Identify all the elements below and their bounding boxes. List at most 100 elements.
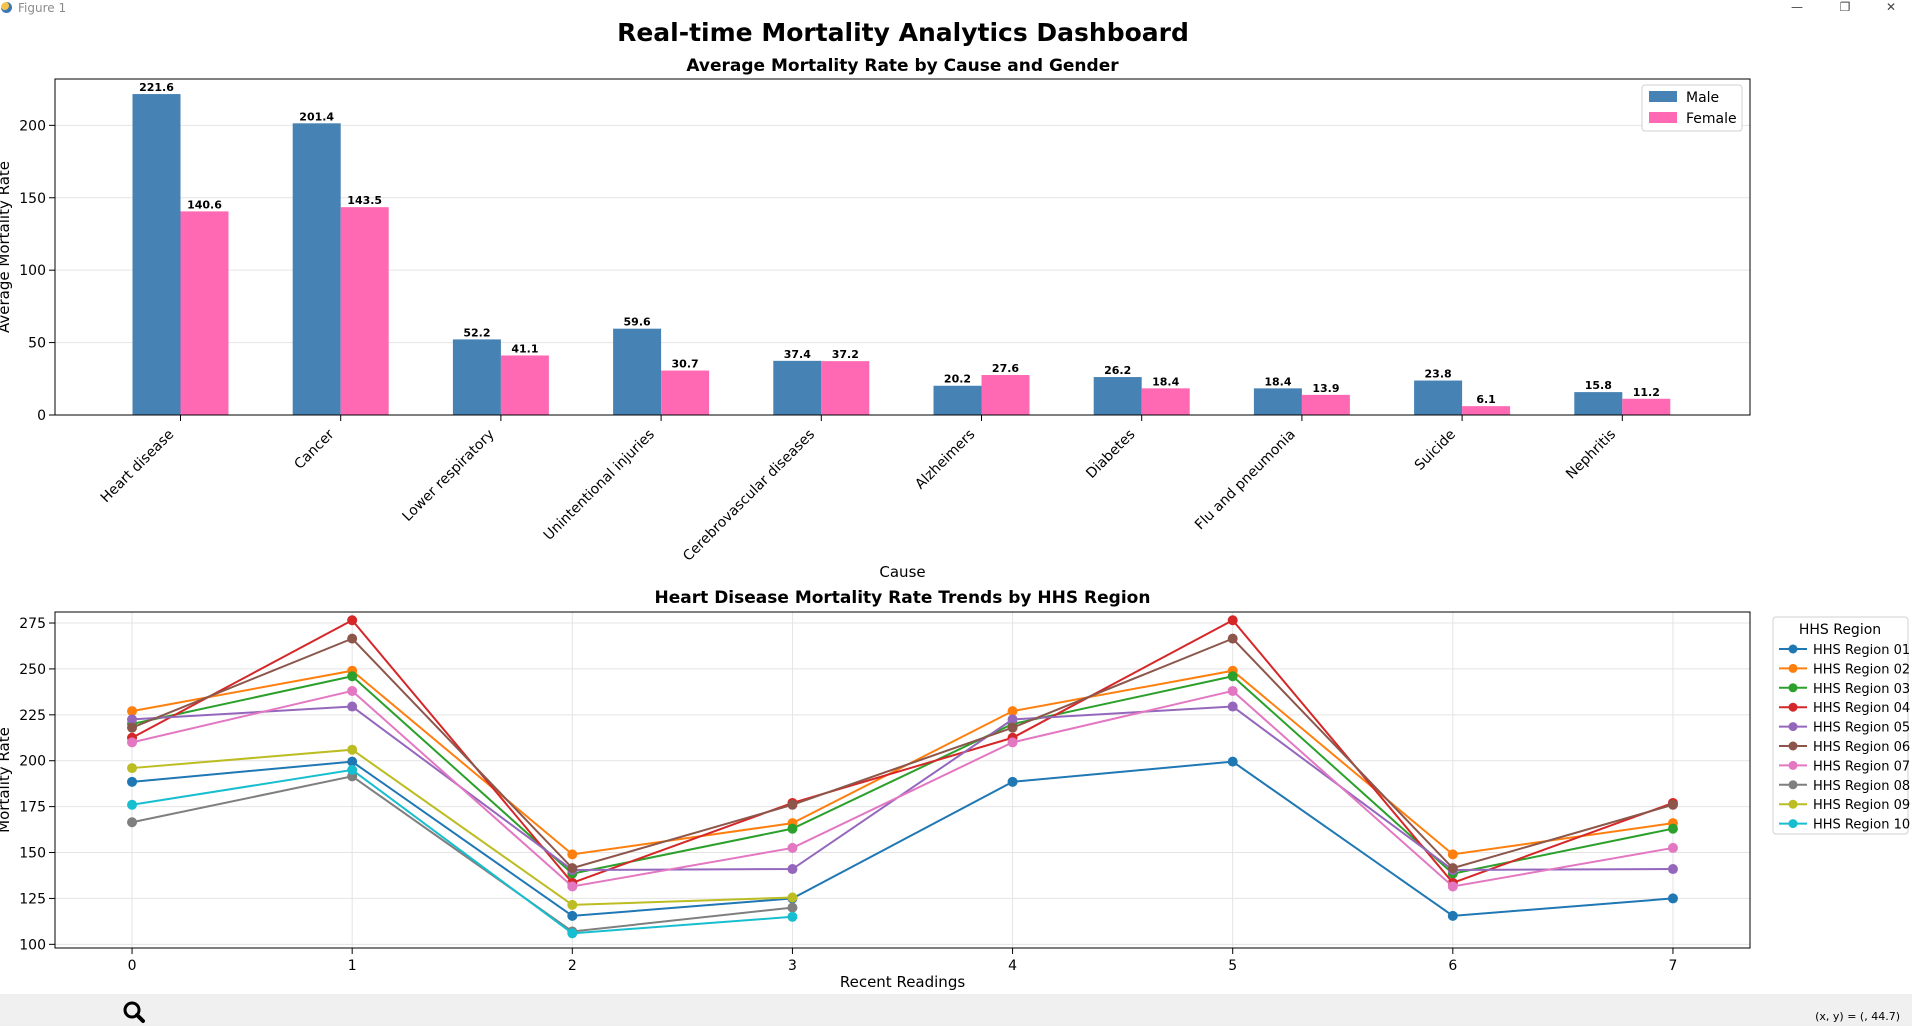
line-yaxis-label: Mortality Rate bbox=[0, 727, 13, 833]
series-point bbox=[127, 714, 138, 725]
bar-ytick-label: 150 bbox=[19, 191, 46, 207]
bar-xtick-label: Diabetes bbox=[1083, 427, 1138, 482]
series-point bbox=[787, 902, 798, 913]
line-legend-label: HHS Region 07 bbox=[1813, 759, 1910, 774]
window-titlebar: Figure 1 — ❐ ✕ bbox=[0, 0, 1912, 16]
series-point bbox=[567, 928, 578, 939]
line-legend-marker bbox=[1788, 760, 1798, 770]
bar-value-label: 140.6 bbox=[187, 198, 222, 211]
line-legend-label: HHS Region 02 bbox=[1813, 662, 1910, 677]
line-legend-label: HHS Region 05 bbox=[1813, 721, 1910, 736]
bar-xtick-label: Suicide bbox=[1412, 427, 1459, 474]
series-line bbox=[131, 689, 1674, 888]
zoom-button[interactable] bbox=[118, 998, 148, 1024]
bar-xtick-label: Heart disease bbox=[98, 427, 178, 507]
bar-chart-title: Average Mortality Rate by Cause and Gend… bbox=[686, 56, 1119, 76]
minimize-button[interactable]: — bbox=[1791, 0, 1803, 14]
bar-plot-frame bbox=[54, 78, 1751, 416]
window-title: Figure 1 bbox=[18, 1, 67, 15]
bar-value-label: 221.6 bbox=[139, 81, 174, 94]
series-line bbox=[131, 637, 1674, 870]
bar-value-label: 37.2 bbox=[832, 348, 859, 361]
line-series-hhs-region-02 bbox=[127, 665, 1678, 860]
bar-xtick-label: Cerebrovascular diseases bbox=[680, 427, 818, 565]
series-point bbox=[127, 737, 138, 748]
bar-value-label: 201.4 bbox=[299, 110, 334, 123]
series-point bbox=[1227, 756, 1238, 767]
series-point bbox=[787, 842, 798, 853]
bar-xtick-label: Nephritis bbox=[1563, 427, 1619, 483]
bar-value-label: 143.5 bbox=[347, 194, 382, 207]
series-point bbox=[787, 823, 798, 834]
line-xtick-label: 1 bbox=[348, 958, 357, 974]
bar-value-label: 23.8 bbox=[1425, 368, 1452, 381]
bar-value-label: 37.4 bbox=[784, 348, 811, 361]
bar-male-diabetes bbox=[1093, 377, 1142, 415]
series-point bbox=[347, 701, 358, 712]
series-point bbox=[1447, 910, 1458, 921]
line-xtick-label: 3 bbox=[788, 958, 797, 974]
series-point bbox=[1667, 842, 1678, 853]
line-legend-marker bbox=[1788, 644, 1798, 654]
bar-value-label: 18.4 bbox=[1152, 375, 1179, 388]
series-point bbox=[1667, 799, 1678, 810]
series-point bbox=[1007, 737, 1018, 748]
figure-canvas: Average Mortality Rate by Cause and Gend… bbox=[0, 56, 1910, 991]
bar-xtick-label: Flu and pneumonia bbox=[1192, 427, 1299, 534]
line-series-hhs-region-09 bbox=[127, 744, 798, 910]
figure-toolbar bbox=[0, 994, 1912, 1026]
series-point bbox=[1667, 823, 1678, 834]
close-button[interactable]: ✕ bbox=[1885, 0, 1897, 14]
series-line bbox=[131, 775, 793, 933]
series-point bbox=[127, 817, 138, 828]
series-line bbox=[131, 768, 793, 935]
bar-value-label: 26.2 bbox=[1104, 364, 1131, 377]
maximize-button[interactable]: ❐ bbox=[1839, 0, 1851, 14]
line-ytick-label: 250 bbox=[19, 662, 46, 678]
bar-female-lower-respiratory bbox=[500, 355, 549, 415]
line-legend-marker bbox=[1788, 741, 1798, 751]
bar-value-label: 20.2 bbox=[944, 373, 971, 386]
bar-xtick-label: Lower respiratory bbox=[399, 427, 497, 525]
bar-female-flu-and-pneumonia bbox=[1301, 394, 1350, 415]
line-chart-title: Heart Disease Mortality Rate Trends by H… bbox=[655, 588, 1151, 608]
line-xtick-label: 4 bbox=[1008, 958, 1017, 974]
bar-ytick-label: 50 bbox=[28, 336, 46, 352]
series-point bbox=[1667, 864, 1678, 875]
series-point bbox=[1007, 776, 1018, 787]
bar-xtick-label: Unintentional injuries bbox=[541, 427, 658, 544]
line-legend-label: HHS Region 04 bbox=[1813, 701, 1910, 716]
line-legend-marker bbox=[1788, 663, 1798, 673]
series-point bbox=[1007, 714, 1018, 725]
bar-male-alzheimers bbox=[933, 385, 982, 415]
series-point bbox=[347, 685, 358, 696]
bar-male-cancer bbox=[292, 123, 341, 416]
bar-value-label: 59.6 bbox=[624, 316, 651, 329]
series-point bbox=[347, 756, 358, 767]
bar-legend-label: Male bbox=[1686, 90, 1719, 106]
bar-value-label: 11.2 bbox=[1633, 386, 1660, 399]
bar-male-lower-respiratory bbox=[452, 339, 501, 415]
bar-value-label: 27.6 bbox=[992, 362, 1019, 375]
bar-ytick-label: 0 bbox=[37, 408, 46, 424]
bar-value-label: 30.7 bbox=[672, 358, 699, 371]
bar-legend-swatch bbox=[1649, 112, 1677, 123]
magnifier-icon bbox=[123, 1001, 145, 1023]
series-line bbox=[131, 760, 1674, 917]
line-ytick-label: 225 bbox=[19, 708, 46, 724]
line-legend-marker bbox=[1788, 799, 1798, 809]
line-legend-label: HHS Region 10 bbox=[1813, 818, 1910, 833]
series-point bbox=[567, 910, 578, 921]
bar-female-cerebrovascular-diseases bbox=[821, 361, 870, 415]
line-ytick-label: 100 bbox=[19, 937, 46, 953]
series-point bbox=[567, 881, 578, 892]
bar-value-label: 41.1 bbox=[511, 342, 538, 355]
bar-xtick-label: Alzheimers bbox=[912, 427, 978, 493]
bar-female-heart-disease bbox=[180, 211, 229, 415]
series-point bbox=[787, 799, 798, 810]
line-legend-marker bbox=[1788, 819, 1798, 829]
bar-value-label: 13.9 bbox=[1312, 382, 1339, 395]
series-point bbox=[127, 763, 138, 774]
bar-xtick-label: Cancer bbox=[291, 426, 337, 472]
line-plot-frame bbox=[54, 611, 1751, 949]
